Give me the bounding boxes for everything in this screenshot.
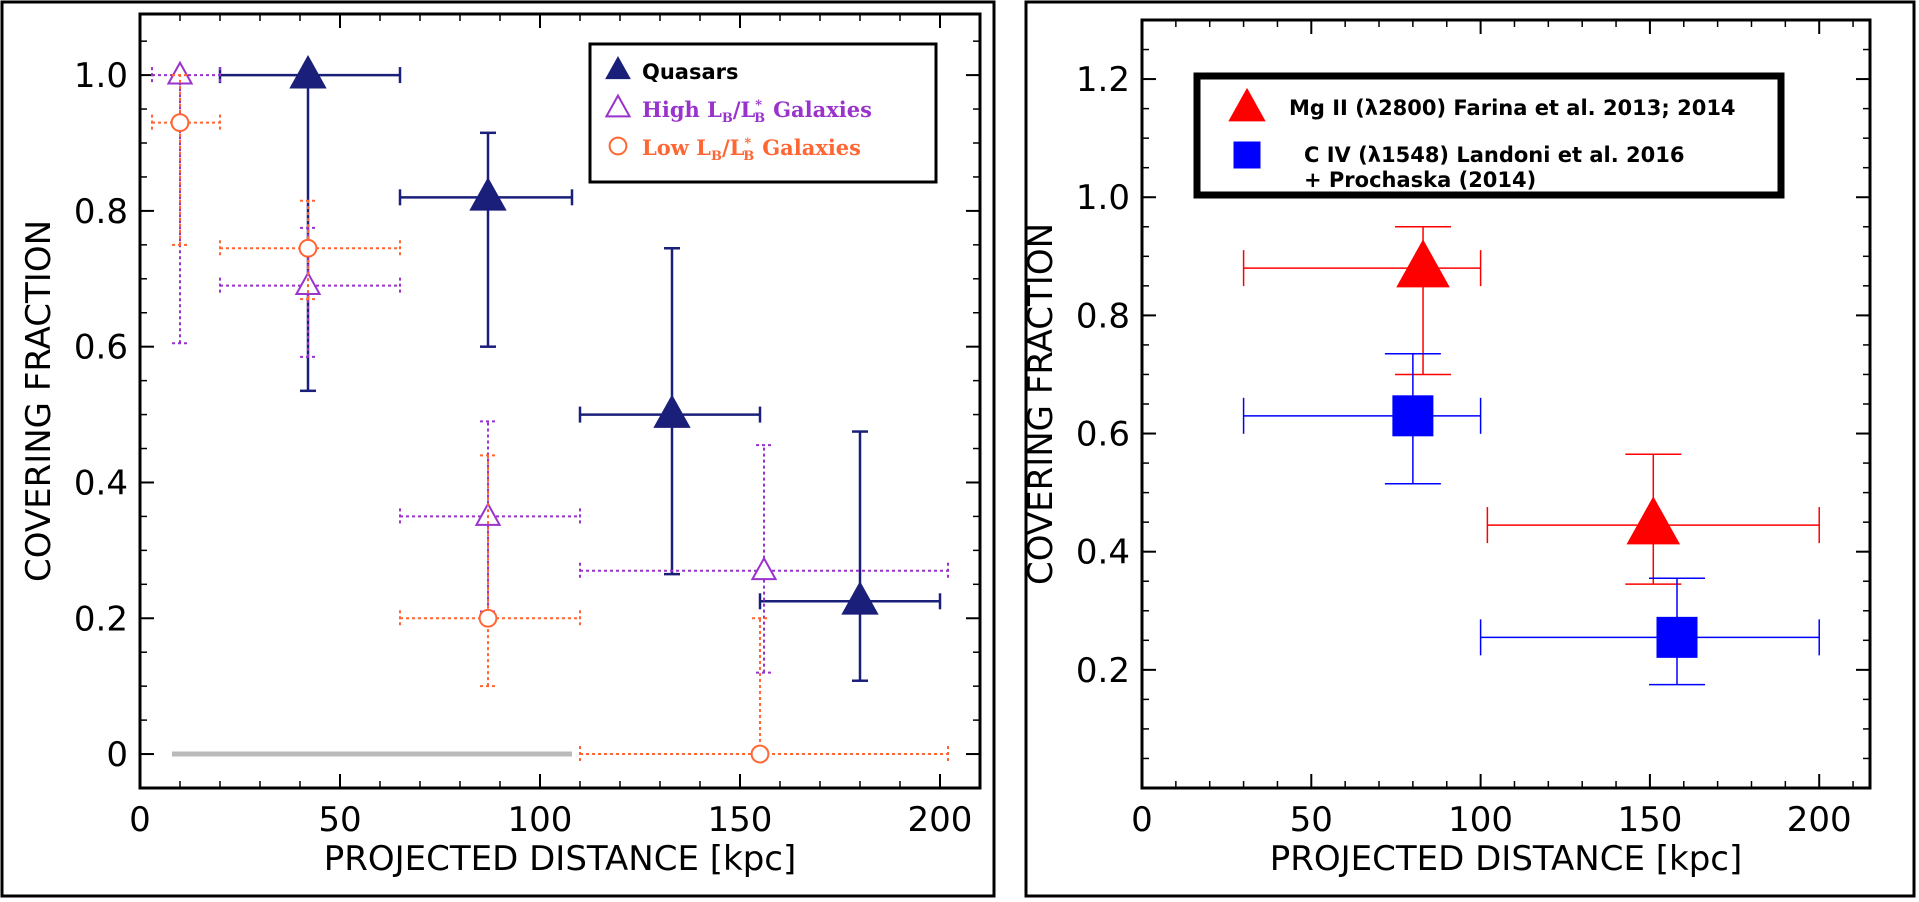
data-point-circle-open: [750, 744, 770, 764]
legend: Quasars High LB/L* B Galaxies Low LB/L* B Gala…: [588, 42, 938, 184]
legend: Mg II (λ2800) Farina et al. 2013; 2014 C …: [1193, 72, 1785, 199]
x-tick-label: 200: [1787, 800, 1852, 840]
y-tick-label: 0.8: [74, 192, 128, 232]
data-point-triangle-open: [750, 556, 778, 581]
x-tick-label: 0: [129, 800, 151, 840]
x-tick-label: 50: [318, 800, 361, 840]
legend-marker-triangle-filled: [605, 56, 631, 80]
data-point-triangle-filled: [841, 581, 879, 615]
y-tick-label: 0.6: [1076, 415, 1130, 455]
panel-right: 0 50 100 150 200 0.2 0.4 0.6 0.8 1.0 1.2 PROJECTED …: [1021, 0, 1916, 898]
y-tick-label: 1.0: [1076, 178, 1130, 218]
y-axis-label: COVERING FRACTION: [19, 220, 59, 582]
x-tick-label: 200: [908, 800, 973, 840]
y-tick-label: 1.2: [1076, 60, 1130, 100]
legend-label: C IV (λ1548) Landoni et al. 2016: [1304, 143, 1684, 167]
legend-label: Low LB/L* B Galaxies: [642, 135, 861, 164]
x-tick-label: 100: [1448, 800, 1513, 840]
data-point-square-filled: [1656, 616, 1698, 658]
data-point-triangle-filled: [469, 177, 507, 211]
y-tick-label: 0.2: [74, 599, 128, 639]
y-axis-label: COVERING FRACTION: [1021, 223, 1061, 585]
data-point-triangle-open: [474, 501, 502, 526]
x-tick-label: 50: [1290, 800, 1333, 840]
y-tick-label: 0: [106, 735, 128, 775]
plot-frame: [138, 12, 982, 790]
y-tick-label: 0.4: [74, 463, 128, 503]
data-point-triangle-filled: [1396, 239, 1450, 288]
panel-frame: [1024, 0, 1916, 898]
series-square-filled: [1242, 353, 1820, 686]
x-tick-label: 150: [1617, 800, 1682, 840]
x-axis-label: PROJECTED DISTANCE [kpc]: [1270, 839, 1743, 879]
x-axis-label: PROJECTED DISTANCE [kpc]: [324, 839, 797, 879]
legend-label: + Prochaska (2014): [1304, 168, 1536, 192]
data-point-triangle-open: [294, 271, 322, 295]
panel-left: 0 50 100 150 200 0 0.2 0.4 0.6 0.8 1.0 PROJECTED DI…: [0, 0, 996, 898]
y-tick-label: 0.4: [1076, 533, 1130, 573]
legend-marker-triangle-open: [604, 93, 632, 118]
data-point-circle-open: [298, 238, 318, 258]
data-point-circle-open: [478, 608, 498, 628]
legend-marker-circle-open: [608, 136, 628, 156]
y-tick-label: 0.6: [74, 328, 128, 368]
data-point-triangle-filled: [289, 54, 327, 89]
x-tick-label: 0: [1131, 800, 1153, 840]
legend-label: High LB/L* B Galaxies: [642, 97, 872, 126]
legend-marker-triangle-filled: [1228, 87, 1266, 122]
x-tick-label: 150: [708, 800, 773, 840]
x-tick-label: 100: [508, 800, 573, 840]
panel-frame: [0, 0, 996, 898]
data-point-triangle-filled: [1626, 496, 1681, 545]
data-point-triangle-filled: [653, 394, 691, 428]
y-tick-label: 0.8: [1076, 296, 1130, 336]
data-point-triangle-open: [166, 60, 194, 85]
y-tick-label: 1.0: [74, 56, 128, 96]
legend-box: [588, 42, 938, 184]
legend-label: Mg II (λ2800) Farina et al. 2013; 2014: [1289, 96, 1736, 120]
legend-label: Quasars: [642, 60, 739, 84]
legend-marker-square-filled: [1233, 141, 1261, 169]
legend-box: [1193, 72, 1785, 199]
y-tick-label: 0.2: [1076, 651, 1130, 691]
series-triangle-filled: [1242, 226, 1820, 585]
series-triangle-filled: [218, 54, 942, 682]
series-circle-open: [151, 74, 949, 764]
data-point-circle-open: [170, 113, 190, 133]
data-point-square-filled: [1392, 395, 1434, 437]
